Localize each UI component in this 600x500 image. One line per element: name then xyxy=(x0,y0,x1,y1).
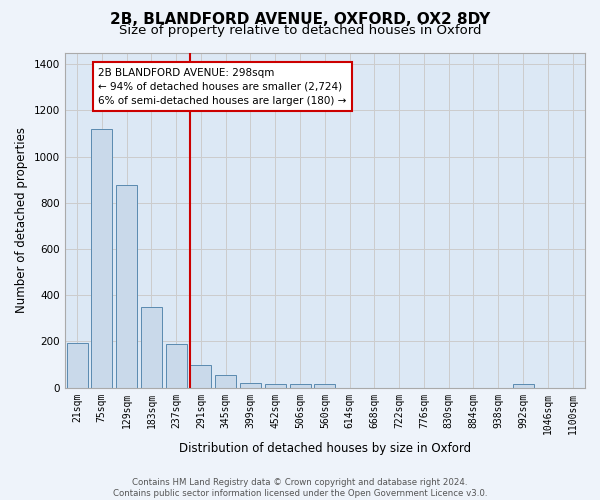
Bar xyxy=(290,384,311,388)
Bar xyxy=(512,384,533,388)
Y-axis label: Number of detached properties: Number of detached properties xyxy=(15,127,28,313)
Bar xyxy=(240,383,261,388)
Bar xyxy=(190,364,211,388)
Text: Contains HM Land Registry data © Crown copyright and database right 2024.
Contai: Contains HM Land Registry data © Crown c… xyxy=(113,478,487,498)
Bar xyxy=(116,186,137,388)
Text: 2B BLANDFORD AVENUE: 298sqm
← 94% of detached houses are smaller (2,724)
6% of s: 2B BLANDFORD AVENUE: 298sqm ← 94% of det… xyxy=(98,68,347,106)
Bar xyxy=(265,384,286,388)
X-axis label: Distribution of detached houses by size in Oxford: Distribution of detached houses by size … xyxy=(179,442,471,455)
Text: Size of property relative to detached houses in Oxford: Size of property relative to detached ho… xyxy=(119,24,481,37)
Bar xyxy=(215,375,236,388)
Text: 2B, BLANDFORD AVENUE, OXFORD, OX2 8DY: 2B, BLANDFORD AVENUE, OXFORD, OX2 8DY xyxy=(110,12,490,28)
Bar xyxy=(67,342,88,388)
Bar xyxy=(166,344,187,388)
Bar xyxy=(141,307,162,388)
Bar xyxy=(314,384,335,388)
Bar xyxy=(91,129,112,388)
